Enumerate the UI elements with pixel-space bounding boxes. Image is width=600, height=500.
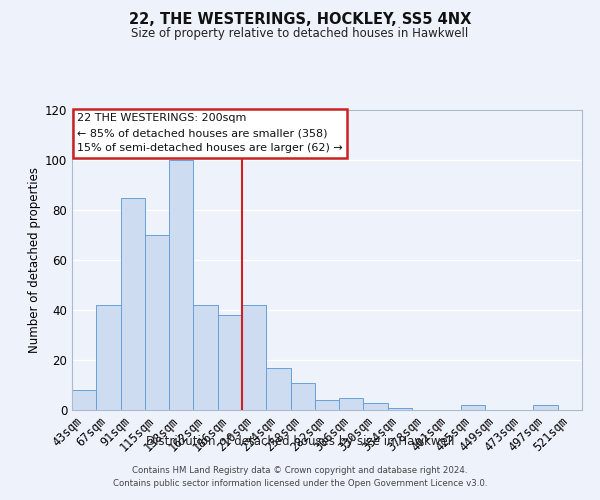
Bar (461, 405, 485, 410)
Bar (121, 198, 145, 410)
Bar (388, 408, 412, 410)
Bar (193, 305, 218, 410)
Text: 22, THE WESTERINGS, HOCKLEY, SS5 4NX: 22, THE WESTERINGS, HOCKLEY, SS5 4NX (129, 12, 471, 28)
Bar (315, 400, 339, 410)
Bar (339, 398, 364, 410)
Text: Distribution of detached houses by size in Hawkwell: Distribution of detached houses by size … (146, 435, 454, 448)
Y-axis label: Number of detached properties: Number of detached properties (28, 167, 41, 353)
Text: Size of property relative to detached houses in Hawkwell: Size of property relative to detached ho… (131, 28, 469, 40)
Bar (364, 402, 388, 410)
Text: 22 THE WESTERINGS: 200sqm
← 85% of detached houses are smaller (358)
15% of semi: 22 THE WESTERINGS: 200sqm ← 85% of detac… (77, 113, 343, 154)
Bar (218, 315, 242, 410)
Bar (72, 390, 96, 410)
Bar (145, 235, 169, 410)
Bar (290, 382, 315, 410)
Bar (242, 305, 266, 410)
Bar (96, 305, 121, 410)
Bar (266, 368, 290, 410)
Text: Contains HM Land Registry data © Crown copyright and database right 2024.
Contai: Contains HM Land Registry data © Crown c… (113, 466, 487, 487)
Bar (533, 405, 558, 410)
Bar (169, 160, 193, 410)
